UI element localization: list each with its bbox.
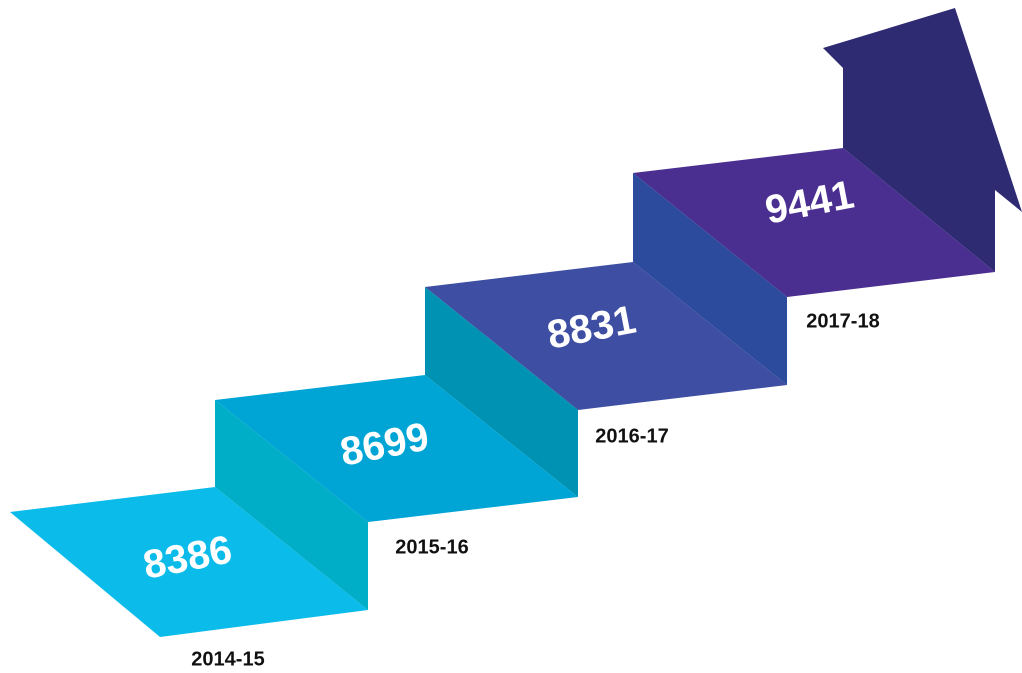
- step-riser: [425, 287, 578, 497]
- step-label: 2016-17: [595, 425, 668, 447]
- step-label: 2014-15: [191, 648, 264, 670]
- step-riser: [215, 400, 368, 610]
- step-top: [633, 148, 995, 297]
- step-top: [425, 262, 787, 410]
- step-top: [10, 487, 368, 637]
- arrow: [823, 8, 1022, 272]
- step-label: 2017-18: [806, 310, 879, 332]
- step-label: 2015-16: [395, 536, 468, 558]
- step-riser: [633, 173, 787, 385]
- step-top: [215, 375, 578, 522]
